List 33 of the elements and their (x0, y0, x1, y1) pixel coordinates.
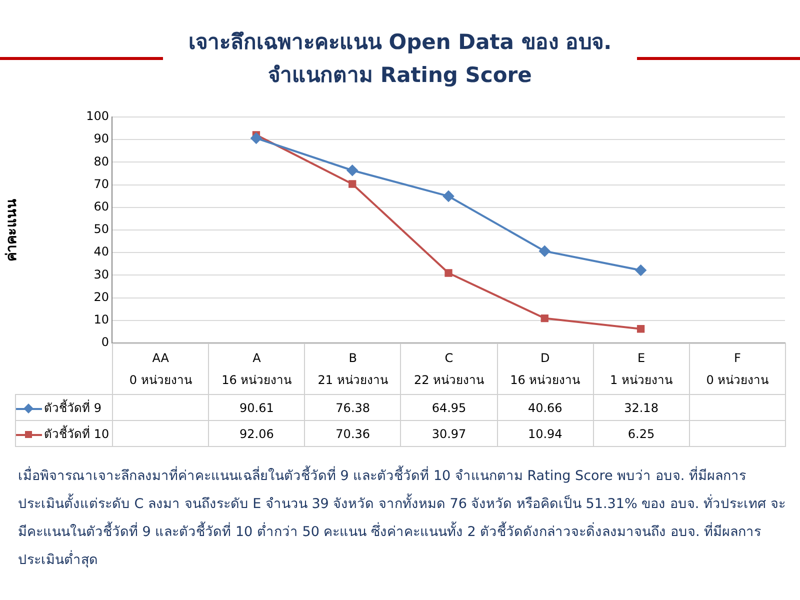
y-tick-label: 50 (94, 222, 109, 236)
y-tick-label: 100 (86, 109, 109, 124)
x-tick-label: A 16 หน่วยงาน (208, 344, 305, 394)
data-label: 92.06 (208, 420, 305, 446)
legend-label: ตัวชี้วัดที่ 10 (44, 427, 110, 441)
x-tick-label: D 16 หน่วยงาน (497, 344, 594, 394)
x-tick-label: AA 0 หน่วยงาน (112, 344, 209, 394)
y-tick-label: 20 (94, 290, 109, 304)
x-tick-label: F 0 หน่วยงาน (689, 344, 786, 394)
data-label: 30.97 (400, 420, 498, 446)
y-tick-label: 90 (94, 132, 109, 146)
data-label: 90.61 (208, 394, 305, 420)
y-tick-label: 0 (101, 335, 109, 350)
data-label: 32.18 (593, 394, 690, 420)
y-tick-label: 80 (94, 154, 109, 168)
text: เมื่อพิจารณาเจาะลึกลงมาที่ค่าคะแนนเฉลี่ยในตัวชี้วัดที่ 9 และตัวชี้วัดที่ 10 จำแนกตาม Rating Score พบว่า อบจ. ที่มีผลการประเมินตั้งแต่ระดับ C ลงมา จนถึงระดับ E จำนวน 39 จังหวัด จากทั้งหมด 76 จังหวัด หรือคิดเป็น 51.31% ของ อบจ. ทั่วประเทศ จะมีคะแนนในตัวชี้วัดที่ 9 และตัวชี้วัดที่ 10 ต่ำกว่า 50 คะแนน ซึ่งค่าคะแนนทั้ง 2 ตัวชี้วัดดังกล่าวจะดิ่งลงมาจนถึง อบจ. ที่มีผลการประเมินต่ำสุด (18, 464, 787, 570)
y-tick-label: 70 (94, 176, 109, 191)
x-tick-label: B 21 หน่วยงาน (304, 344, 401, 394)
y-tick-label: 10 (94, 312, 109, 327)
y-tick-label: 30 (94, 267, 109, 282)
y-axis-title: ค่าคะแนน (4, 198, 20, 262)
y-tick-label: 40 (94, 244, 109, 259)
chart-title: เจาะลึกเฉพาะคะแนน Open Data ของ อบจ. จำแนกตาม Rating Score (187, 29, 613, 89)
data-label: 6.25 (593, 420, 690, 446)
data-label: 64.95 (400, 394, 498, 420)
legend-label: ตัวชี้วัดที่ 9 (44, 401, 102, 415)
x-tick-label: C 22 หน่วยงาน (400, 344, 498, 394)
data-label: 70.36 (304, 420, 401, 446)
data-label: 76.38 (304, 394, 401, 420)
data-label: 40.66 (497, 394, 594, 420)
data-label: 10.94 (497, 420, 594, 446)
x-tick-label: E 1 หน่วยงาน (593, 344, 690, 394)
y-tick-label: 60 (94, 200, 109, 214)
